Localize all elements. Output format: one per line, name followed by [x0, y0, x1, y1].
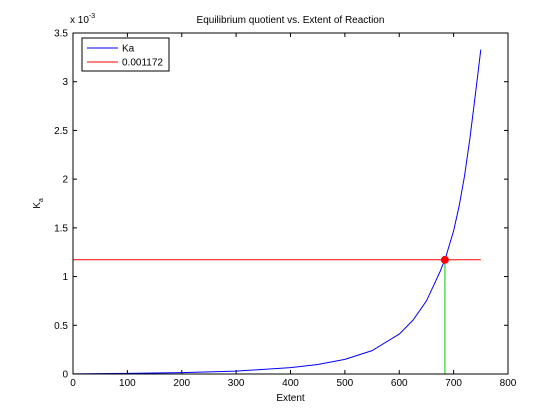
legend-entry-ka: Ka	[122, 44, 135, 55]
y-tick-label: 3	[62, 77, 68, 88]
y-tick-label: 1.5	[54, 223, 68, 234]
x-tick-label: 300	[228, 378, 245, 389]
x-tick-label: 100	[119, 378, 136, 389]
y-tick-label: 2	[62, 175, 68, 186]
y-tick-label: 0.5	[54, 321, 68, 332]
y-tick-label: 1	[62, 272, 68, 283]
y-axis-label-text: Ka	[32, 198, 45, 209]
x-tick-label: 600	[391, 378, 408, 389]
x-axis-ticks: 0 100 200 300 400 500 600 700 800	[70, 33, 517, 389]
legend-box	[81, 37, 170, 72]
y-tick-label: 0	[62, 370, 68, 381]
y-tick-label: 3.5	[54, 29, 68, 40]
y-axis-exponent: x 10-3	[70, 13, 95, 26]
legend-entry-threshold: 0.001172	[122, 58, 163, 69]
y-axis-exponent-base: x 10	[70, 15, 89, 26]
y-tick-label: 2.5	[54, 126, 68, 137]
y-axis-label-subscript: a	[38, 198, 45, 202]
plot-area	[73, 33, 508, 374]
annotation-layer	[440, 255, 449, 374]
x-axis-label: Extent	[276, 393, 305, 404]
x-tick-label: 800	[500, 378, 517, 389]
intersection-marker	[440, 255, 449, 264]
legend: Ka 0.001172	[81, 37, 170, 72]
x-tick-label: 0	[70, 378, 76, 389]
x-tick-label: 700	[445, 378, 462, 389]
y-axis-label-main: K	[32, 202, 43, 209]
x-tick-label: 500	[337, 378, 354, 389]
chart-title: Equilibrium quotient vs. Extent of React…	[197, 15, 385, 26]
y-axis-label: Ka	[32, 198, 45, 209]
x-tick-label: 400	[282, 378, 299, 389]
y-axis-exponent-power: -3	[89, 13, 95, 20]
y-axis-ticks: 0 0.5 1 1.5 2 2.5 3 3.5	[54, 29, 508, 381]
x-tick-label: 200	[173, 378, 190, 389]
